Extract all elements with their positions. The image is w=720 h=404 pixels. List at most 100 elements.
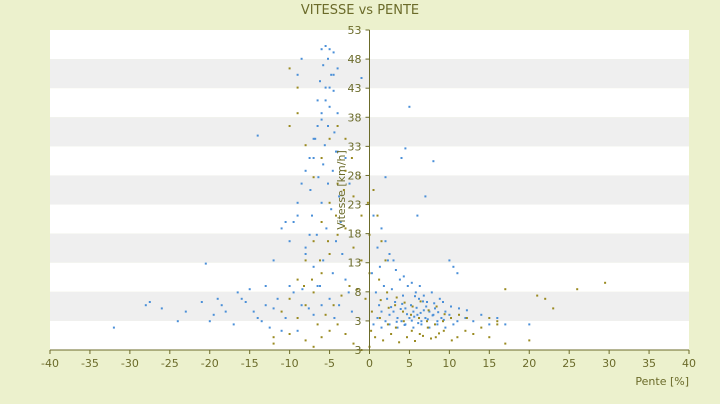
data-point-series-1 <box>376 246 379 249</box>
data-point-series-1 <box>311 214 313 217</box>
data-point-series-2 <box>386 323 389 326</box>
data-point-series-2 <box>379 299 382 302</box>
data-point-series-1 <box>392 310 395 313</box>
data-point-series-1 <box>322 259 325 262</box>
y-tick-label: 48 <box>348 53 362 66</box>
data-point-series-1 <box>112 326 115 329</box>
data-point-series-1 <box>272 259 275 262</box>
data-point-series-1 <box>376 317 379 319</box>
data-point-series-1 <box>395 320 398 323</box>
data-point-series-2 <box>350 157 353 159</box>
data-point-series-1 <box>420 323 423 326</box>
data-point-series-2 <box>504 342 507 345</box>
data-point-series-2 <box>438 332 440 335</box>
x-tick-label: -25 <box>161 357 179 370</box>
data-point-series-1 <box>316 285 319 287</box>
data-point-series-1 <box>442 301 444 303</box>
y-tick-label: 23 <box>348 199 362 212</box>
data-point-series-1 <box>465 309 468 312</box>
data-point-series-1 <box>410 319 413 322</box>
data-point-series-1 <box>336 112 339 115</box>
data-point-series-1 <box>414 291 417 294</box>
data-point-series-1 <box>400 157 403 159</box>
data-point-series-1 <box>410 304 412 307</box>
data-point-series-2 <box>426 320 428 323</box>
data-point-series-2 <box>443 313 446 316</box>
data-point-series-1 <box>360 77 363 79</box>
data-point-series-1 <box>425 305 428 308</box>
data-point-series-2 <box>386 291 389 294</box>
data-point-series-1 <box>444 326 447 329</box>
data-point-series-2 <box>328 329 331 332</box>
data-point-series-2 <box>296 86 299 89</box>
data-point-series-2 <box>304 339 307 342</box>
data-point-series-2 <box>352 246 355 249</box>
data-point-series-1 <box>328 297 331 300</box>
data-point-series-1 <box>419 311 422 314</box>
data-point-series-1 <box>296 214 299 217</box>
data-point-series-2 <box>464 329 467 332</box>
data-point-series-2 <box>387 306 390 309</box>
data-point-series-2 <box>312 345 315 348</box>
data-point-series-2 <box>348 285 351 287</box>
x-tick-label: 35 <box>642 357 656 370</box>
data-point-series-1 <box>528 323 531 326</box>
x-tick-label: -15 <box>241 357 259 370</box>
data-point-series-1 <box>388 253 391 255</box>
data-point-series-2 <box>434 336 437 339</box>
data-point-series-1 <box>204 262 207 265</box>
data-point-series-1 <box>330 208 333 211</box>
data-point-series-1 <box>252 310 255 313</box>
data-point-series-2 <box>296 112 299 115</box>
data-point-series-2 <box>406 336 408 339</box>
data-point-series-1 <box>450 305 452 308</box>
data-point-series-1 <box>324 86 327 89</box>
data-point-series-2 <box>360 259 363 262</box>
data-point-series-2 <box>422 334 424 337</box>
data-point-series-1 <box>390 306 393 309</box>
data-point-series-1 <box>325 227 328 230</box>
data-point-series-1 <box>374 291 377 294</box>
data-point-series-2 <box>403 301 406 304</box>
data-point-series-1 <box>144 304 147 307</box>
data-point-series-2 <box>604 281 607 284</box>
data-point-series-1 <box>256 317 259 319</box>
data-point-series-2 <box>304 259 307 262</box>
data-point-series-2 <box>488 317 491 319</box>
data-point-series-2 <box>395 296 398 299</box>
data-point-series-1 <box>316 125 319 127</box>
data-point-series-1 <box>390 288 393 291</box>
data-point-series-1 <box>406 313 408 316</box>
data-point-series-1 <box>332 51 335 54</box>
y-tick-label: 8 <box>355 286 362 299</box>
y-tick-label: 3 <box>355 344 362 357</box>
data-point-series-1 <box>412 310 415 313</box>
y-tick-label: 18 <box>348 228 362 241</box>
data-point-series-1 <box>312 313 315 316</box>
x-tick-label: 30 <box>602 357 616 370</box>
data-point-series-1 <box>422 300 424 303</box>
y-tick-label: 3 <box>355 315 362 328</box>
data-point-series-1 <box>312 157 315 159</box>
data-point-series-2 <box>304 144 307 147</box>
data-point-series-1 <box>436 323 439 326</box>
data-point-series-1 <box>394 301 397 303</box>
data-point-series-1 <box>320 201 323 204</box>
data-point-series-1 <box>431 314 434 317</box>
data-point-series-1 <box>312 265 315 268</box>
data-point-series-1 <box>424 195 427 198</box>
data-point-series-1 <box>404 147 407 150</box>
data-point-series-1 <box>324 99 327 102</box>
data-point-series-1 <box>284 317 287 319</box>
data-point-series-2 <box>320 221 323 223</box>
data-point-series-1 <box>406 285 409 287</box>
data-point-series-1 <box>444 310 447 313</box>
data-point-series-1 <box>424 317 427 319</box>
data-point-series-1 <box>422 309 425 312</box>
data-point-series-1 <box>399 308 402 310</box>
data-point-series-1 <box>280 329 283 332</box>
data-point-series-2 <box>418 317 420 319</box>
data-point-series-1 <box>296 329 299 332</box>
data-point-series-1 <box>331 169 334 172</box>
